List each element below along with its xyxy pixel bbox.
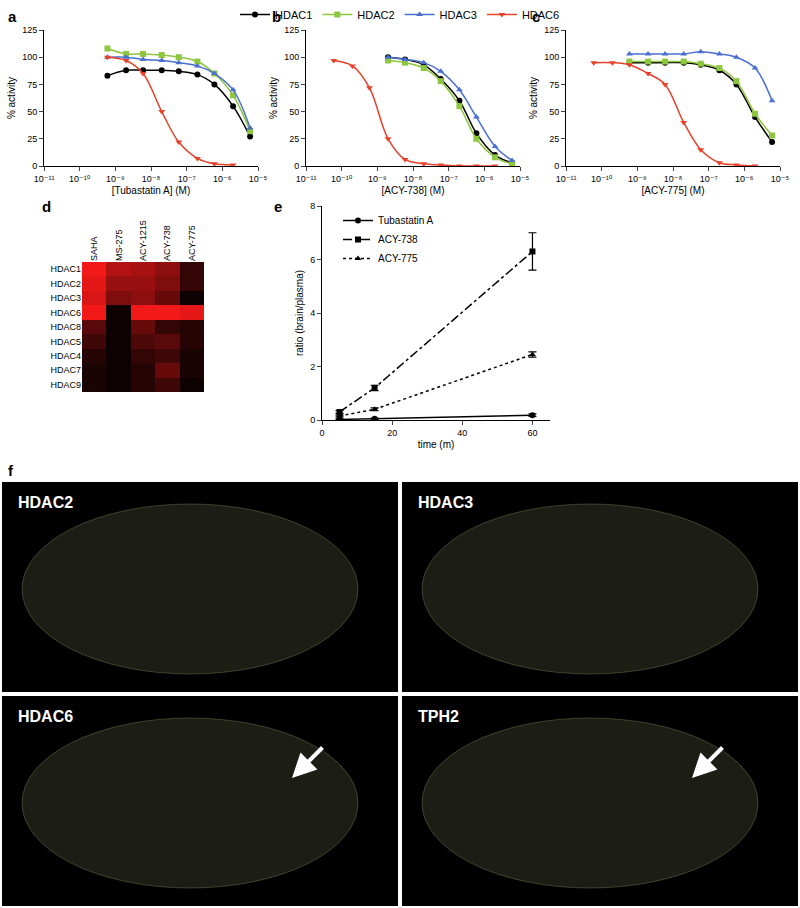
svg-text:100: 100 <box>284 52 299 62</box>
svg-text:10⁻¹⁰: 10⁻¹⁰ <box>331 174 353 184</box>
svg-text:25: 25 <box>549 134 559 144</box>
svg-text:10⁻¹⁰: 10⁻¹⁰ <box>69 174 91 184</box>
svg-text:10⁻⁷: 10⁻⁷ <box>178 174 196 184</box>
svg-text:10⁻⁵: 10⁻⁵ <box>771 174 790 184</box>
svg-text:50: 50 <box>27 107 37 117</box>
svg-text:HDAC2: HDAC2 <box>50 279 81 289</box>
svg-text:f: f <box>8 462 14 479</box>
svg-text:[Tubastatin A] (M): [Tubastatin A] (M) <box>112 185 191 196</box>
svg-text:75: 75 <box>27 80 37 90</box>
svg-text:0: 0 <box>554 161 559 171</box>
svg-text:10⁻⁹: 10⁻⁹ <box>368 174 387 184</box>
svg-text:ACY-775: ACY-775 <box>187 225 197 261</box>
svg-text:HDAC5: HDAC5 <box>50 337 81 347</box>
svg-text:125: 125 <box>544 25 559 35</box>
svg-text:HDAC6: HDAC6 <box>18 708 73 725</box>
svg-text:10⁻¹⁰: 10⁻¹⁰ <box>591 174 613 184</box>
svg-text:10⁻⁶: 10⁻⁶ <box>213 174 232 184</box>
svg-text:HDAC6: HDAC6 <box>522 9 559 21</box>
svg-text:10⁻⁵: 10⁻⁵ <box>249 174 268 184</box>
svg-text:HDAC3: HDAC3 <box>440 9 477 21</box>
svg-text:a: a <box>8 8 17 25</box>
svg-text:HDAC3: HDAC3 <box>50 293 81 303</box>
svg-text:0: 0 <box>32 161 37 171</box>
svg-text:HDAC8: HDAC8 <box>50 322 81 332</box>
svg-text:75: 75 <box>289 80 299 90</box>
svg-text:100: 100 <box>544 52 559 62</box>
svg-text:HDAC9: HDAC9 <box>50 380 81 390</box>
svg-text:ACY-738: ACY-738 <box>378 234 418 245</box>
svg-text:40: 40 <box>457 428 467 438</box>
svg-text:ACY-775: ACY-775 <box>378 253 418 264</box>
svg-text:10⁻⁹: 10⁻⁹ <box>106 174 125 184</box>
svg-text:0: 0 <box>310 415 315 425</box>
svg-text:TPH2: TPH2 <box>418 708 459 725</box>
svg-text:6: 6 <box>310 255 315 265</box>
svg-text:MS-275: MS-275 <box>114 229 124 261</box>
svg-text:HDAC2: HDAC2 <box>357 9 394 21</box>
svg-text:60: 60 <box>527 428 537 438</box>
svg-text:20: 20 <box>387 428 397 438</box>
svg-text:% activity: % activity <box>6 77 17 119</box>
svg-text:c: c <box>532 8 540 25</box>
svg-text:SAHA: SAHA <box>89 236 99 261</box>
svg-text:d: d <box>42 198 51 215</box>
svg-text:10⁻⁷: 10⁻⁷ <box>700 174 718 184</box>
svg-text:100: 100 <box>22 52 37 62</box>
svg-text:b: b <box>272 8 281 25</box>
svg-text:10⁻¹¹: 10⁻¹¹ <box>556 174 577 184</box>
svg-text:HDAC4: HDAC4 <box>50 351 81 361</box>
svg-text:HDAC2: HDAC2 <box>18 494 73 511</box>
svg-text:8: 8 <box>310 201 315 211</box>
svg-text:% activity: % activity <box>528 77 539 119</box>
svg-text:[ACY-775] (M): [ACY-775] (M) <box>642 185 705 196</box>
svg-text:125: 125 <box>284 25 299 35</box>
svg-text:ratio (brain/plasma): ratio (brain/plasma) <box>294 270 305 356</box>
svg-text:10⁻⁵: 10⁻⁵ <box>511 174 530 184</box>
svg-text:ACY-738: ACY-738 <box>162 225 172 261</box>
svg-text:HDAC1: HDAC1 <box>275 9 312 21</box>
svg-text:10⁻¹¹: 10⁻¹¹ <box>34 174 55 184</box>
svg-text:10⁻⁷: 10⁻⁷ <box>440 174 458 184</box>
svg-text:75: 75 <box>549 80 559 90</box>
svg-text:0: 0 <box>294 161 299 171</box>
svg-text:HDAC3: HDAC3 <box>418 494 473 511</box>
svg-text:HDAC6: HDAC6 <box>50 308 81 318</box>
svg-text:e: e <box>274 198 282 215</box>
svg-text:10⁻¹¹: 10⁻¹¹ <box>296 174 317 184</box>
svg-text:10⁻⁶: 10⁻⁶ <box>735 174 754 184</box>
svg-text:ACY-1215: ACY-1215 <box>138 220 148 261</box>
svg-text:2: 2 <box>310 362 315 372</box>
svg-text:10⁻⁸: 10⁻⁸ <box>664 174 683 184</box>
svg-text:10⁻⁹: 10⁻⁹ <box>628 174 647 184</box>
svg-text:50: 50 <box>289 107 299 117</box>
svg-text:HDAC1: HDAC1 <box>50 264 81 274</box>
svg-text:10⁻⁶: 10⁻⁶ <box>475 174 494 184</box>
svg-text:HDAC7: HDAC7 <box>50 365 81 375</box>
svg-text:10⁻⁸: 10⁻⁸ <box>142 174 161 184</box>
svg-text:25: 25 <box>27 134 37 144</box>
svg-text:50: 50 <box>549 107 559 117</box>
svg-text:0: 0 <box>319 428 324 438</box>
svg-text:Tubastatin A: Tubastatin A <box>378 215 434 226</box>
svg-text:10⁻⁸: 10⁻⁸ <box>404 174 423 184</box>
svg-text:% activity: % activity <box>268 77 279 119</box>
svg-text:4: 4 <box>310 308 315 318</box>
svg-text:125: 125 <box>22 25 37 35</box>
svg-text:25: 25 <box>289 134 299 144</box>
svg-text:[ACY-738] (M): [ACY-738] (M) <box>382 185 445 196</box>
svg-text:time (m): time (m) <box>418 439 455 450</box>
